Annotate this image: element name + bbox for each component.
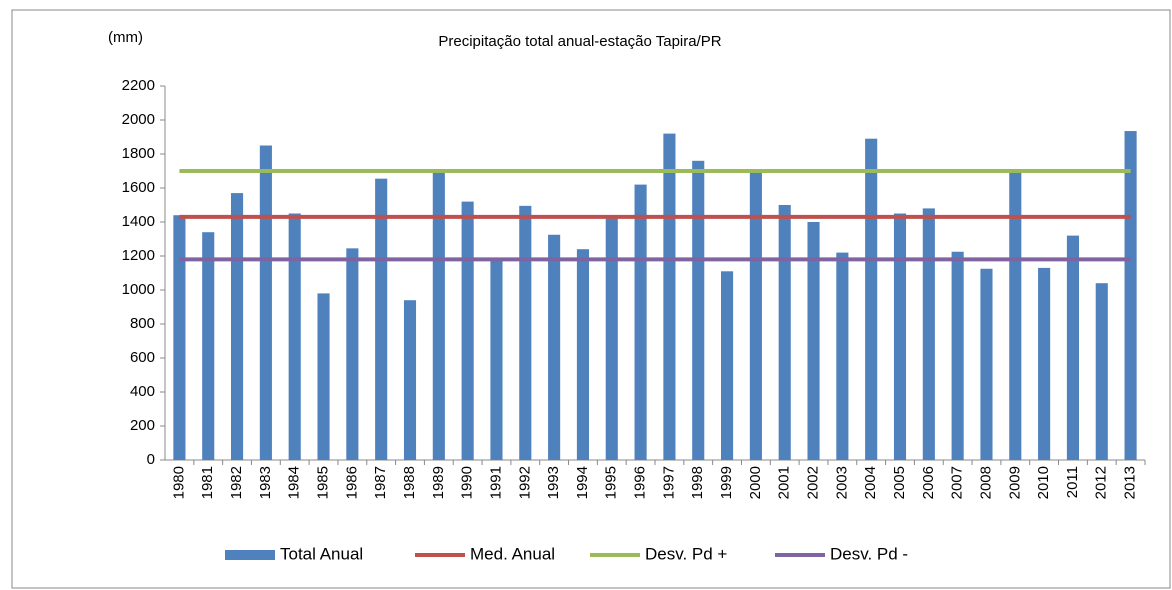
bar: [432, 171, 445, 460]
x-tick-label: 1996: [632, 466, 649, 499]
legend-label: Desv. Pd +: [645, 544, 727, 563]
bar: [692, 160, 705, 461]
bar: [980, 268, 993, 460]
x-tick-label: 1983: [257, 466, 274, 499]
bar: [1095, 283, 1108, 460]
x-tick-label: 2013: [1122, 466, 1139, 499]
x-tick-label: 2004: [862, 466, 879, 499]
bar: [490, 260, 503, 460]
y-tick-label: 1600: [122, 179, 155, 196]
legend-label: Med. Anual: [470, 544, 555, 563]
bar: [605, 218, 618, 460]
x-tick-label: 2001: [776, 466, 793, 499]
y-tick-label: 2000: [122, 111, 155, 128]
bar: [288, 213, 301, 460]
bar: [403, 300, 417, 460]
bar: [375, 178, 388, 460]
x-tick-label: 2003: [833, 466, 850, 499]
x-tick-label: 1992: [516, 466, 533, 499]
x-tick-label: 1990: [459, 466, 476, 499]
y-tick-label: 800: [130, 315, 155, 332]
x-tick-label: 2006: [920, 466, 937, 499]
legend-label: Desv. Pd -: [830, 544, 908, 563]
bar: [1066, 235, 1079, 460]
x-tick-label: 1984: [286, 466, 303, 499]
bar: [951, 251, 964, 460]
y-tick-label: 1800: [122, 145, 155, 162]
y-tick-label: 400: [130, 383, 155, 400]
bar: [576, 249, 589, 460]
x-tick-label: 1991: [487, 466, 504, 499]
y-axis-label: (mm): [108, 29, 143, 46]
y-tick-label: 1400: [122, 213, 155, 230]
x-tick-label: 2012: [1093, 466, 1110, 499]
x-tick-label: 1986: [343, 466, 360, 499]
bar: [346, 248, 359, 460]
legend-label: Total Anual: [280, 544, 363, 563]
bar: [865, 138, 878, 460]
bar: [663, 133, 676, 460]
bar: [317, 293, 330, 460]
y-tick-label: 1000: [122, 281, 155, 298]
x-tick-label: 2010: [1035, 466, 1052, 499]
x-tick-label: 1999: [718, 466, 735, 499]
x-tick-label: 1988: [401, 466, 418, 499]
bar: [231, 193, 244, 460]
bar: [749, 171, 762, 460]
x-tick-label: 1995: [603, 466, 620, 499]
x-tick-label: 1997: [660, 466, 677, 499]
x-tick-label: 1987: [372, 466, 389, 499]
x-tick-label: 1998: [689, 466, 706, 499]
bar: [173, 215, 186, 460]
chart-frame: [11, 9, 1171, 589]
bar: [1009, 171, 1022, 460]
x-tick-label: 1985: [314, 466, 331, 499]
x-tick-label: 1981: [199, 466, 216, 499]
bar: [807, 222, 820, 460]
x-tick-label: 1994: [574, 466, 591, 499]
x-tick-label: 2009: [1006, 466, 1023, 499]
y-tick-label: 200: [130, 417, 155, 434]
x-tick-label: 2011: [1064, 466, 1081, 498]
chart-title: Precipitação total anual-estação Tapira/…: [438, 33, 721, 50]
x-tick-label: 1982: [228, 466, 245, 499]
x-tick-label: 2007: [949, 466, 966, 499]
bar: [721, 271, 734, 460]
y-tick-label: 1200: [122, 247, 155, 264]
x-tick-label: 1980: [170, 466, 187, 499]
bar: [634, 184, 647, 460]
bar: [461, 201, 474, 460]
bar: [259, 145, 272, 460]
y-tick-label: 2200: [122, 77, 155, 94]
x-tick-label: 2002: [804, 466, 821, 499]
x-tick-label: 2008: [977, 466, 994, 499]
legend-swatch: [225, 550, 275, 560]
x-tick-label: 1989: [430, 466, 447, 499]
bar: [548, 234, 561, 460]
bar: [893, 213, 907, 460]
bar: [519, 205, 532, 460]
y-tick-label: 0: [147, 451, 155, 468]
bar: [836, 252, 849, 460]
bar: [778, 205, 791, 460]
bar: [1124, 131, 1137, 461]
y-tick-label: 600: [130, 349, 155, 366]
bar: [1038, 267, 1051, 460]
bar: [202, 232, 215, 460]
x-tick-label: 1993: [545, 466, 562, 499]
x-tick-label: 2000: [747, 466, 764, 499]
bar: [922, 208, 935, 460]
x-tick-label: 2005: [891, 466, 908, 499]
